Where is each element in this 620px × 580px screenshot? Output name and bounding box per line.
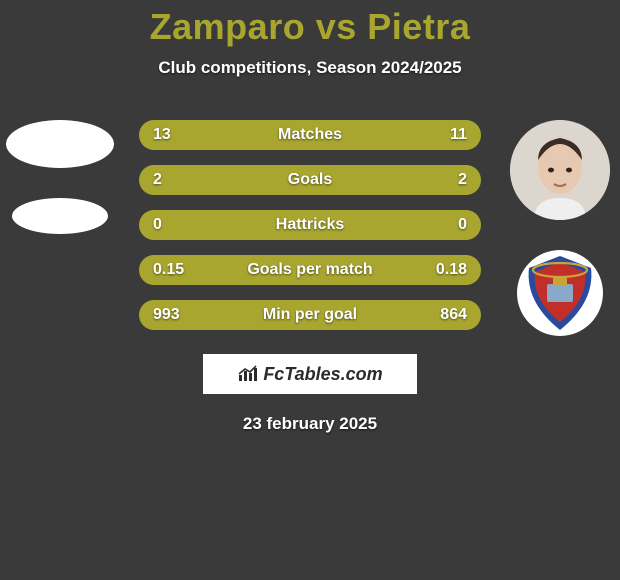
date-label: 23 february 2025 xyxy=(0,414,620,434)
stat-label: Hattricks xyxy=(276,216,344,234)
stat-row: 0.15 Goals per match 0.18 xyxy=(139,255,481,285)
player-right-avatar xyxy=(510,120,610,220)
branding-box: FcTables.com xyxy=(203,354,417,394)
player-right-name: Pietra xyxy=(367,6,470,47)
subtitle: Club competitions, Season 2024/2025 xyxy=(0,58,620,78)
stat-value-left: 993 xyxy=(153,306,180,324)
stat-value-right: 0 xyxy=(458,216,467,234)
player-left-avatar xyxy=(6,120,114,168)
stat-row: 0 Hattricks 0 xyxy=(139,210,481,240)
person-icon xyxy=(510,120,610,220)
right-side-images xyxy=(500,120,620,336)
vs-label: vs xyxy=(316,6,357,47)
page-title: Zamparo vs Pietra xyxy=(0,0,620,48)
stat-value-right: 864 xyxy=(440,306,467,324)
stat-bar-right xyxy=(310,165,481,195)
stat-value-right: 0.18 xyxy=(436,261,467,279)
chart-icon xyxy=(237,365,259,383)
stats-list: 13 Matches 11 2 Goals 2 0 Hattricks 0 0.15 Goals p… xyxy=(139,120,481,330)
team-right-badge xyxy=(517,250,603,336)
stat-value-left: 0 xyxy=(153,216,162,234)
shield-icon xyxy=(517,250,603,336)
comparison-content: 13 Matches 11 2 Goals 2 0 Hattricks 0 0.15 Goals p… xyxy=(0,120,620,434)
stat-row: 2 Goals 2 xyxy=(139,165,481,195)
team-left-badge xyxy=(12,198,108,234)
stat-value-left: 13 xyxy=(153,126,171,144)
stat-value-left: 0.15 xyxy=(153,261,184,279)
stat-label: Goals per match xyxy=(247,261,372,279)
stat-value-left: 2 xyxy=(153,171,162,189)
branding-text: FcTables.com xyxy=(263,364,382,385)
stat-row: 13 Matches 11 xyxy=(139,120,481,150)
player-left-name: Zamparo xyxy=(150,6,306,47)
stat-label: Goals xyxy=(288,171,332,189)
stat-bar-left xyxy=(139,165,310,195)
stat-label: Min per goal xyxy=(263,306,357,324)
stat-row: 993 Min per goal 864 xyxy=(139,300,481,330)
stat-value-right: 2 xyxy=(458,171,467,189)
stat-value-right: 11 xyxy=(450,126,467,144)
stat-label: Matches xyxy=(278,126,342,144)
left-side-images xyxy=(0,120,120,234)
